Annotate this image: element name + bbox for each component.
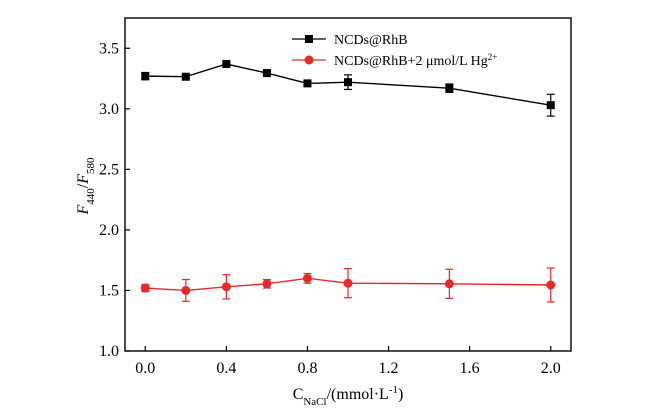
legend-label-2-sup: 2+	[488, 52, 498, 62]
legend-item-ncds-rhb-hg: NCDs@RhB+2 μmol/L Hg2+	[292, 52, 497, 69]
legend-label-2-main: NCDs@RhB+2 μmol/L Hg	[334, 54, 488, 69]
data-point	[303, 79, 312, 88]
legend-marker-circle	[304, 55, 314, 65]
x-label-rest: /(mmol·L	[327, 386, 389, 403]
x-tick-label: 1.6	[460, 360, 480, 377]
data-point	[546, 101, 555, 110]
x-tick-label: 0.4	[216, 360, 236, 377]
y-tick-label: 3.0	[99, 101, 119, 118]
data-point	[302, 273, 312, 283]
y-tick-label: 1.0	[99, 343, 119, 360]
x-axis-label: CNaCl/(mmol·L-1)	[293, 384, 404, 408]
data-point	[141, 72, 150, 81]
y-axis-label: F440/F580	[75, 157, 97, 216]
y-label-slash: /	[75, 183, 92, 188]
legend: NCDs@RhB NCDs@RhB+2 μmol/L Hg2+	[292, 33, 497, 69]
data-point	[546, 280, 556, 290]
x-tick-label: 2.0	[541, 360, 561, 377]
legend-label-2: NCDs@RhB+2 μmol/L Hg2+	[334, 52, 497, 69]
y-tick-label: 3.5	[99, 40, 119, 57]
series-1	[141, 60, 555, 117]
data-point	[444, 279, 454, 289]
series-layer	[140, 60, 556, 303]
x-tick-label: 0.8	[297, 360, 317, 377]
data-point	[140, 283, 150, 293]
y-label-f1: F	[75, 205, 92, 216]
series-line	[145, 277, 551, 292]
data-point	[343, 278, 353, 288]
data-point	[344, 78, 352, 87]
series-line	[145, 63, 551, 106]
y-tick-label: 2.5	[99, 161, 119, 178]
plot-frame	[124, 17, 572, 352]
y-axis: 1.0 1.5 2.0 2.5 3.0 3.5	[99, 40, 130, 360]
y-label-f2: F	[75, 174, 92, 185]
y-tick-label: 1.5	[99, 282, 119, 299]
data-point	[181, 285, 191, 295]
x-axis: 0.0 0.4 0.8 1.2 1.6 2.0	[135, 346, 561, 377]
x-label-sub: NaCl	[303, 396, 326, 408]
y-label-sub2: 580	[85, 157, 97, 174]
series-2	[140, 267, 556, 303]
data-point	[221, 282, 231, 292]
x-label-main: C	[293, 386, 304, 403]
legend-item-ncds-rhb: NCDs@RhB	[292, 33, 408, 48]
x-label-sup: -1	[389, 384, 398, 396]
legend-marker-square	[305, 35, 313, 43]
data-point	[262, 69, 271, 78]
y-label-sub1: 440	[85, 188, 97, 205]
data-point	[262, 279, 272, 289]
legend-label-1: NCDs@RhB	[334, 33, 408, 48]
data-point	[222, 60, 231, 69]
x-tick-label: 0.0	[135, 360, 155, 377]
y-tick-label: 2.0	[99, 222, 119, 239]
data-point	[181, 72, 190, 81]
x-label-end: )	[398, 386, 403, 403]
x-tick-label: 1.2	[379, 360, 399, 377]
data-point	[445, 84, 454, 93]
